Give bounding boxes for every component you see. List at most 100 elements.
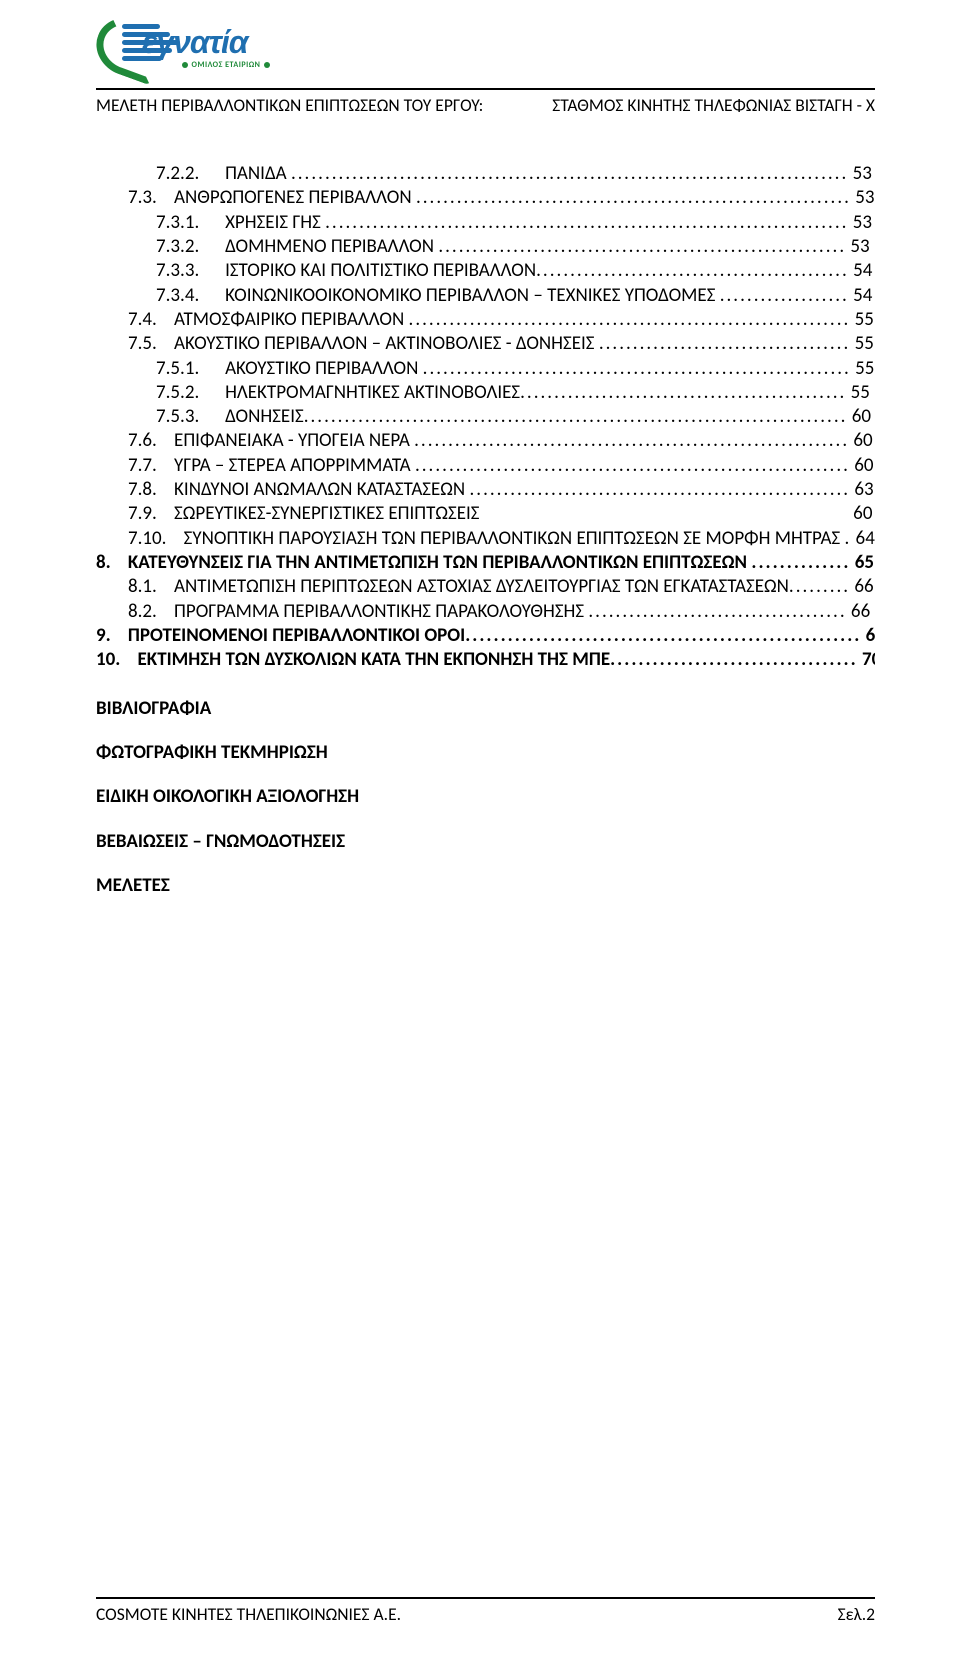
toc-entry: 8.2. ΠΡΟΓΡΑΜΜΑ ΠΕΡΙΒΑΛΛΟΝΤΙΚΗΣ ΠΑΡΑΚΟΛΟΥ… [96, 600, 875, 624]
toc-page: 53 [846, 235, 870, 258]
toc-title: ΠΑΝΙΔΑ [225, 162, 287, 185]
toc-gap [157, 332, 174, 355]
table-of-contents: 7.2.2. ΠΑΝΙΔΑ ..........................… [96, 162, 875, 673]
toc-number: 7.3.1. [156, 211, 199, 234]
toc-leader-dots: ........................................… [409, 308, 851, 331]
toc-number: 8.1. [128, 575, 157, 598]
toc-page: 60 [849, 502, 873, 525]
toc-leader-dots: ........................................… [536, 259, 849, 282]
toc-title: ΕΠΙΦΑΝΕΙΑΚΑ - ΥΠΟΓΕΙΑ ΝΕΡΑ [174, 429, 410, 452]
appendix-item: ΒΙΒΛΙΟΓΡΑΦΙΑ [96, 697, 875, 721]
toc-number: 7.3.3. [156, 259, 199, 282]
toc-page: 66 [847, 600, 871, 623]
toc-leader-dots: ................................... [610, 648, 858, 671]
toc-leader-dots: ........................................… [304, 405, 848, 428]
appendix-list: ΒΙΒΛΙΟΓΡΑΦΙΑΦΩΤΟΓΡΑΦΙΚΗ ΤΕΚΜΗΡΙΩΣΗΕΙΔΙΚΗ… [96, 697, 875, 899]
toc-gap [157, 502, 174, 525]
toc-leader-dots: ........................................… [465, 624, 861, 647]
appendix-item: ΕΙΔΙΚΗ ΟΙΚΟΛΟΓΙΚΗ ΑΞΙΟΛΟΓΗΣΗ [96, 785, 875, 809]
toc-entry: 7.10. ΣΥΝΟΠΤΙΚΗ ΠΑΡΟΥΣΙΑΣΗ ΤΩΝ ΠΕΡΙΒΑΛΛΟ… [96, 527, 875, 551]
toc-entry: 7.5.1. ΑΚΟΥΣΤΙΚΟ ΠΕΡΙΒΑΛΛΟΝ ............… [96, 357, 875, 381]
toc-leader-dots: ........................................… [291, 162, 848, 185]
toc-gap [157, 575, 174, 598]
toc-title: ΑΤΜΟΣΦΑΙΡΙΚΟ ΠΕΡΙΒΑΛΛΟΝ [174, 308, 404, 331]
toc-number: 8. [96, 551, 111, 574]
toc-page: 67 [861, 624, 875, 647]
toc-number: 7.3. [128, 186, 157, 209]
toc-gap [157, 600, 174, 623]
toc-entry: 7.8. ΚΙΝΔΥΝΟΙ ΑΝΩΜΑΛΩΝ ΚΑΤΑΣΤΑΣΕΩΝ .....… [96, 478, 875, 502]
toc-entry: 7.3.3. ΙΣΤΟΡΙΚΟ ΚΑΙ ΠΟΛΙΤΙΣΤΙΚΟ ΠΕΡΙΒΑΛΛ… [96, 259, 875, 283]
toc-gap [199, 211, 225, 234]
toc-gap [199, 235, 225, 258]
toc-title: ΣΥΝΟΠΤΙΚΗ ΠΑΡΟΥΣΙΑΣΗ ΤΩΝ ΠΕΡΙΒΑΛΛΟΝΤΙΚΩΝ… [184, 527, 841, 550]
toc-entry: 7.4. ΑΤΜΟΣΦΑΙΡΙΚΟ ΠΕΡΙΒΑΛΛΟΝ ...........… [96, 308, 875, 332]
toc-page: 54 [849, 259, 873, 282]
toc-page: 64 [851, 527, 875, 550]
toc-number: 7.6. [128, 429, 157, 452]
toc-entry: 7.5.2. ΗΛΕΚΤΡΟΜΑΓΝΗΤΙΚΕΣ ΑΚΤΙΝΟΒΟΛΙΕΣ...… [96, 381, 875, 405]
toc-page: 55 [850, 332, 874, 355]
toc-entry: 7.3.1. ΧΡΗΣΕΙΣ ΓΗΣ .....................… [96, 211, 875, 235]
toc-title: ΚΑΤΕΥΘΥΝΣΕΙΣ ΓΙΑ ΤΗΝ ΑΝΤΙΜΕΤΩΠΙΣΗ ΤΩΝ ΠΕ… [128, 551, 747, 574]
toc-leader-dots: ........................................… [520, 381, 846, 404]
toc-page: 55 [850, 308, 874, 331]
toc-page: 53 [848, 211, 872, 234]
toc-gap [199, 162, 225, 185]
header-row: ΜΕΛΕΤΗ ΠΕΡΙΒΑΛΛΟΝΤΙΚΩΝ ΕΠΙΠΤΩΣΕΩΝ ΤΟΥ ΕΡ… [96, 94, 875, 116]
logo-dot-icon [182, 62, 188, 68]
toc-title: ΔΟΝΗΣΕΙΣ [225, 405, 304, 428]
toc-leader-dots: ........................................… [415, 454, 850, 477]
toc-number: 7.5.3. [156, 405, 199, 428]
toc-number: 7.10. [128, 527, 166, 550]
toc-leader-dots: ........................................… [414, 429, 849, 452]
toc-title: ΑΝΤΙΜΕΤΩΠΙΣΗ ΠΕΡΙΠΤΩΣΕΩΝ ΑΣΤΟΧΙΑΣ ΔΥΣΛΕΙ… [174, 575, 789, 598]
toc-gap [111, 624, 128, 647]
toc-page: 65 [850, 551, 874, 574]
toc-number: 7.4. [128, 308, 157, 331]
toc-number: 7.5.2. [156, 381, 199, 404]
toc-number: 9. [96, 624, 111, 647]
toc-page: 55 [851, 357, 875, 380]
toc-gap [199, 405, 225, 428]
toc-number: 7.5. [128, 332, 157, 355]
toc-title: ΑΚΟΥΣΤΙΚΟ ΠΕΡΙΒΑΛΛΟΝ – ΑΚΤΙΝΟΒΟΛΙΕΣ - ΔΟ… [174, 332, 594, 355]
toc-number: 7.5.1. [156, 357, 199, 380]
toc-page: 60 [849, 429, 873, 452]
footer-right: Σελ.2 [838, 1603, 875, 1625]
toc-leader-dots: ........................................… [469, 478, 850, 501]
toc-title: ΥΓΡΑ – ΣΤΕΡΕΑ ΑΠΟΡΡΙΜΜΑΤΑ [174, 454, 411, 477]
toc-gap [120, 648, 137, 671]
toc-title: ΔΟΜΗΜΕΝΟ ΠΕΡΙΒΑΛΛΟΝ [225, 235, 434, 258]
logo-subtitle: ΟΜΙΛΟΣ ΕΤΑΙΡΙΩΝ [170, 60, 282, 70]
toc-gap [157, 478, 174, 501]
toc-page: 54 [849, 284, 873, 307]
toc-leader-dots: ..................................... [599, 332, 850, 355]
toc-gap [166, 527, 183, 550]
toc-entry: 7.5.3. ΔΟΝΗΣΕΙΣ.........................… [96, 405, 875, 429]
toc-title: ΑΝΘΡΩΠΟΓΕΝΕΣ ΠΕΡΙΒΑΛΛΟΝ [174, 186, 412, 209]
page: εγνατία ΟΜΙΛΟΣ ΕΤΑΙΡΙΩΝ ΜΕΛΕΤΗ ΠΕΡΙΒΑΛΛΟ… [0, 0, 960, 1655]
toc-gap [157, 429, 174, 452]
toc-gap [157, 454, 174, 477]
toc-leader-dots: ........................................… [423, 357, 851, 380]
toc-page: 70 [858, 648, 875, 671]
toc-title: ΗΛΕΚΤΡΟΜΑΓΝΗΤΙΚΕΣ ΑΚΤΙΝΟΒΟΛΙΕΣ [225, 381, 520, 404]
toc-number: 10. [96, 648, 120, 671]
toc-gap [199, 259, 225, 282]
appendix-item: ΒΕΒΑΙΩΣΕΙΣ – ΓΝΩΜΟΔΟΤΗΣΕΙΣ [96, 830, 875, 854]
logo-wordmark: εγνατία [142, 24, 248, 61]
toc-leader-dots: ........................................… [438, 235, 846, 258]
toc-entry: 8. ΚΑΤΕΥΘΥΝΣΕΙΣ ΓΙΑ ΤΗΝ ΑΝΤΙΜΕΤΩΠΙΣΗ ΤΩΝ… [96, 551, 875, 575]
toc-leader-dots: ........................................… [325, 211, 848, 234]
toc-gap [418, 357, 422, 380]
toc-gap [479, 502, 848, 525]
toc-gap [157, 186, 174, 209]
toc-title: ΚΟΙΝΩΝΙΚΟΟΙΚΟΝΟΜΙΚΟ ΠΕΡΙΒΑΛΛΟΝ – ΤΕΧΝΙΚΕ… [225, 284, 715, 307]
toc-gap [404, 308, 408, 331]
toc-page: 60 [850, 454, 874, 477]
header-left: ΜΕΛΕΤΗ ΠΕΡΙΒΑΛΛΟΝΤΙΚΩΝ ΕΠΙΠΤΩΣΕΩΝ ΤΟΥ ΕΡ… [96, 94, 483, 116]
company-logo: εγνατία ΟΜΙΛΟΣ ΕΤΑΙΡΙΩΝ [96, 18, 286, 82]
appendix-item: ΜΕΛΕΤΕΣ [96, 874, 875, 898]
toc-entry: 8.1. ΑΝΤΙΜΕΤΩΠΙΣΗ ΠΕΡΙΠΤΩΣΕΩΝ ΑΣΤΟΧΙΑΣ Δ… [96, 575, 875, 599]
